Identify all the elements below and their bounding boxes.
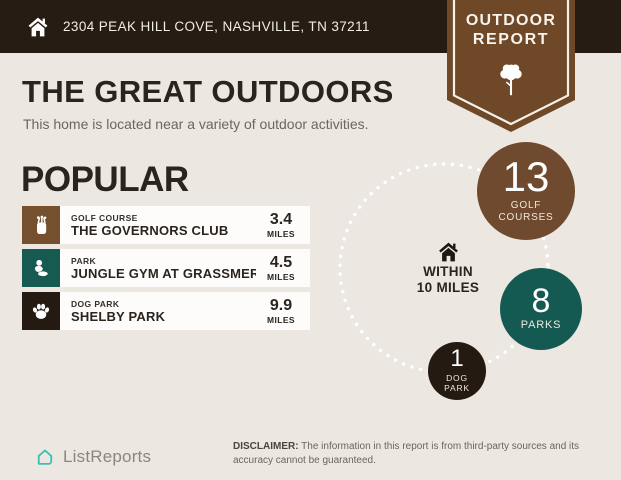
- paw-icon: [22, 292, 60, 330]
- distance-unit: MILES: [267, 271, 295, 282]
- radius-label-distance: 10 MILES: [416, 279, 480, 295]
- playground-icon: [22, 249, 60, 287]
- tree-icon: [500, 64, 522, 96]
- bubble-label: PARKS: [520, 319, 562, 332]
- item-name: JUNGLE GYM AT GRASSMERE: [71, 265, 256, 281]
- bubble-value: 1: [450, 345, 464, 373]
- report-badge: OUTDOOR REPORT: [447, 0, 575, 134]
- listreports-logo: ListReports: [34, 446, 151, 468]
- distance-unit: MILES: [267, 228, 295, 239]
- page-subtitle: This home is located near a variety of o…: [23, 116, 369, 132]
- item-name: THE GOVERNORS CLUB: [71, 222, 229, 238]
- popular-list: GOLF COURSE THE GOVERNORS CLUB 3.4 MILES…: [22, 206, 310, 335]
- bubble-label: DOG PARK: [444, 373, 470, 393]
- distance-value: 9.9: [269, 296, 293, 314]
- bubble-label-line1: DOG: [446, 373, 468, 384]
- bubble-label-line1: GOLF: [510, 199, 542, 211]
- bubble-value: 8: [531, 281, 551, 320]
- distance-value: 3.4: [269, 210, 293, 228]
- page-title: THE GREAT OUTDOORS: [22, 74, 394, 109]
- radius-label-within: WITHIN: [423, 264, 473, 279]
- badge-line1: OUTDOOR: [465, 12, 557, 29]
- item-category: PARK: [71, 255, 97, 266]
- disclaimer-text: DISCLAIMER: The information in this repo…: [233, 440, 585, 468]
- golf-bag-icon: [22, 206, 60, 244]
- badge-line2: REPORT: [472, 31, 550, 48]
- distance-unit: MILES: [267, 314, 295, 325]
- bubble-label: GOLF COURSES: [498, 200, 553, 225]
- popular-heading: POPULAR: [21, 160, 189, 199]
- list-item-text: GOLF COURSE THE GOVERNORS CLUB: [71, 206, 256, 244]
- list-item-text: PARK JUNGLE GYM AT GRASSMERE: [71, 249, 256, 287]
- list-item-dog-park: DOG PARK SHELBY PARK 9.9 MILES: [22, 292, 310, 330]
- list-item-park: PARK JUNGLE GYM AT GRASSMERE 4.5 MILES: [22, 249, 310, 287]
- item-distance: 4.5 MILES: [256, 249, 310, 287]
- item-name: SHELBY PARK: [71, 308, 166, 324]
- item-distance: 3.4 MILES: [256, 206, 310, 244]
- item-distance: 9.9 MILES: [256, 292, 310, 330]
- house-icon: [438, 242, 458, 262]
- bubble-label-line2: COURSES: [498, 212, 554, 224]
- bubble-label-line2: PARK: [444, 383, 470, 394]
- disclaimer-body: The information in this report is from t…: [233, 441, 580, 466]
- property-address: 2304 PEAK HILL COVE, NASHVILLE, TN 37211: [63, 19, 370, 34]
- bubble-dog-park: 1 DOG PARK: [428, 342, 486, 400]
- list-item-text: DOG PARK SHELBY PARK: [71, 292, 256, 330]
- item-category: GOLF COURSE: [71, 212, 138, 223]
- radius-center-label: WITHIN 10 MILES: [402, 240, 494, 296]
- brand-name: ListReports: [63, 447, 152, 466]
- list-item-golf-course: GOLF COURSE THE GOVERNORS CLUB 3.4 MILES: [22, 206, 310, 244]
- disclaimer-label: DISCLAIMER:: [233, 441, 299, 452]
- bubble-value: 13: [502, 153, 550, 201]
- distance-value: 4.5: [269, 253, 293, 271]
- badge-text: OUTDOOR REPORT: [447, 12, 575, 49]
- item-category: DOG PARK: [71, 298, 120, 309]
- listreports-house-icon: [37, 449, 53, 465]
- bubble-parks: 8 PARKS: [500, 268, 582, 350]
- bubble-golf-courses: 13 GOLF COURSES: [477, 142, 575, 240]
- home-icon: [28, 17, 48, 36]
